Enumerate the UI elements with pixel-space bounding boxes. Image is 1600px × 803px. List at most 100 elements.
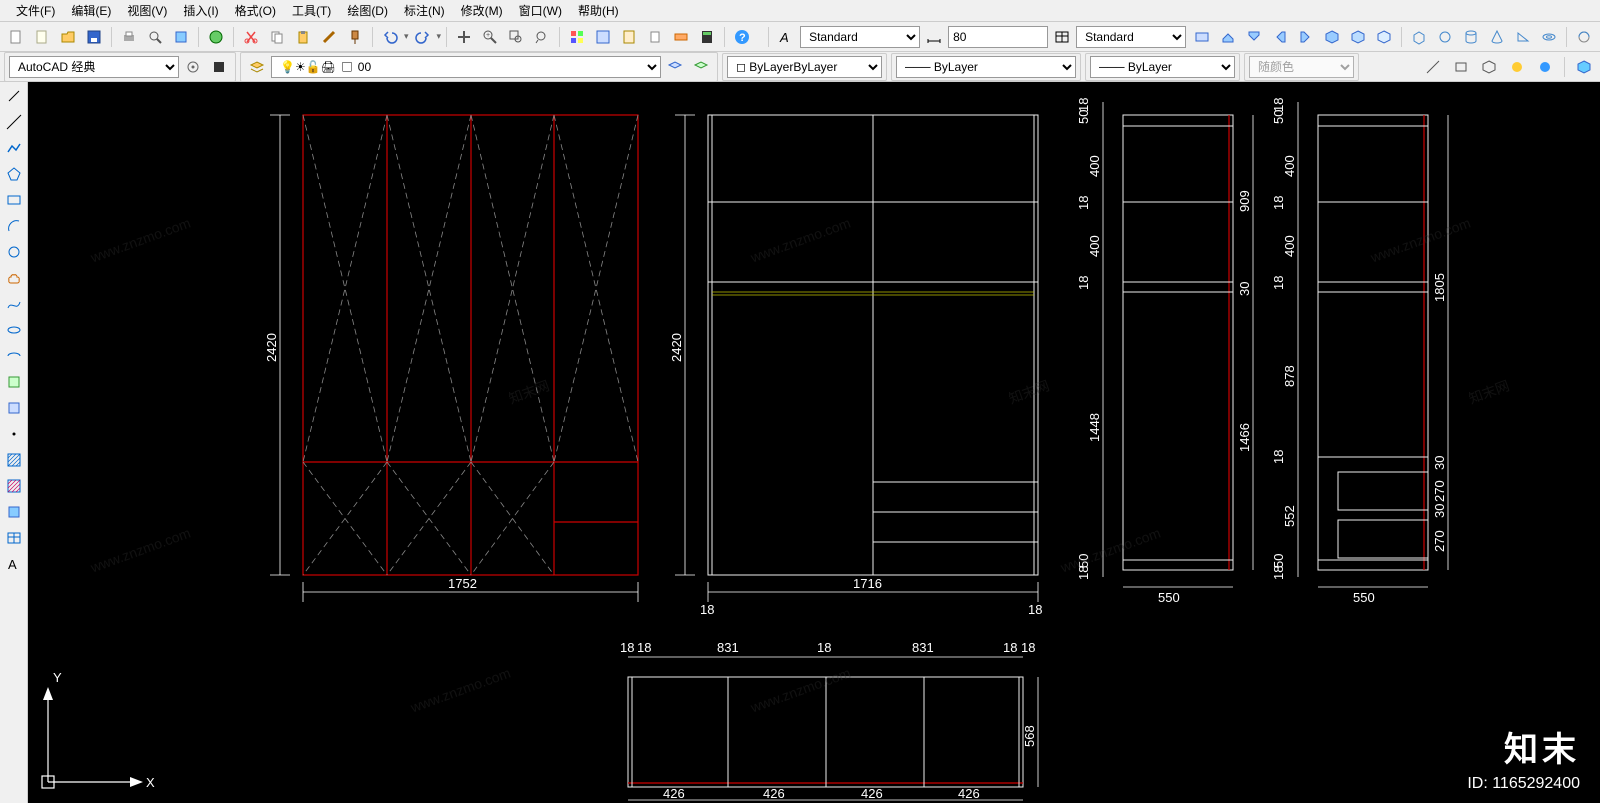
line-tool-icon[interactable] [2,84,26,108]
menu-draw[interactable]: 绘图(D) [339,0,396,21]
workspace-select[interactable]: AutoCAD 经典 [9,56,179,78]
layer-states-icon[interactable] [689,55,713,79]
view-iso-se-icon[interactable] [1346,25,1370,49]
table-style-icon[interactable] [1050,25,1074,49]
view-left-icon[interactable] [1268,25,1292,49]
mass-icon[interactable] [1477,55,1501,79]
redo-dropdown[interactable]: ▾ [437,31,442,42]
insert-block-tool-icon[interactable] [2,370,26,394]
menu-window[interactable]: 窗口(W) [511,0,570,21]
arc-tool-icon[interactable] [2,214,26,238]
table-tool-icon[interactable] [2,526,26,550]
hatch-tool-icon[interactable] [2,448,26,472]
menu-format[interactable]: 格式(O) [227,0,284,21]
new-icon[interactable] [4,25,28,49]
undo-dropdown[interactable]: ▾ [404,31,409,42]
copy-icon[interactable] [265,25,289,49]
layer-previous-icon[interactable] [663,55,687,79]
list-icon[interactable] [1505,55,1529,79]
mtext-tool-icon[interactable]: A [2,552,26,576]
table-style-select[interactable]: Standard [1076,26,1186,48]
open-icon[interactable] [56,25,80,49]
nav-cube-icon[interactable] [1572,55,1596,79]
cone-icon[interactable] [1485,25,1509,49]
properties-icon[interactable] [565,25,589,49]
undo-icon[interactable] [378,25,402,49]
publish-icon[interactable] [169,25,193,49]
spline-tool-icon[interactable] [2,292,26,316]
rectangle-tool-icon[interactable] [2,188,26,212]
3d-rotate-icon[interactable] [1572,25,1596,49]
preview-icon[interactable] [143,25,167,49]
menu-edit[interactable]: 编辑(E) [63,0,119,21]
markup-icon[interactable] [669,25,693,49]
revcloud-tool-icon[interactable] [2,266,26,290]
quickcalc-icon[interactable] [695,25,719,49]
point-tool-icon[interactable] [2,422,26,446]
menu-view[interactable]: 视图(V) [119,0,175,21]
dim-style-input[interactable] [948,26,1048,48]
menu-modify[interactable]: 修改(M) [453,0,511,21]
svg-text:18: 18 [1021,640,1035,655]
plotstyle-select[interactable]: 随颜色 [1249,56,1354,78]
svg-text:426: 426 [861,786,883,801]
gradient-tool-icon[interactable] [2,474,26,498]
globe-icon[interactable] [204,25,228,49]
sphere-icon[interactable] [1433,25,1457,49]
zoom-realtime-icon[interactable]: + [478,25,502,49]
menu-file[interactable]: 文件(F) [8,0,63,21]
text-style-icon[interactable]: A [774,25,798,49]
layer-select[interactable]: 💡☀🔓🖨 ◻ 00 [271,56,661,78]
design-center-icon[interactable] [591,25,615,49]
paste-icon[interactable] [291,25,315,49]
ellipse-arc-tool-icon[interactable] [2,344,26,368]
help-icon[interactable]: ? [730,25,754,49]
zoom-window-icon[interactable] [504,25,528,49]
polygon-tool-icon[interactable] [2,162,26,186]
cut-icon[interactable] [239,25,263,49]
workspace-settings-icon[interactable] [181,55,205,79]
paint-icon[interactable] [343,25,367,49]
new-sheet-icon[interactable] [30,25,54,49]
linetype-select[interactable]: ─── ByLayer [896,56,1076,78]
zoom-previous-icon[interactable] [530,25,554,49]
match-properties-icon[interactable] [317,25,341,49]
menu-help[interactable]: 帮助(H) [570,0,627,21]
menu-tools[interactable]: 工具(T) [284,0,339,21]
make-block-tool-icon[interactable] [2,396,26,420]
box-icon[interactable] [1407,25,1431,49]
tool-palettes-icon[interactable] [617,25,641,49]
pan-icon[interactable] [452,25,476,49]
redo-icon[interactable] [411,25,435,49]
lineweight-select[interactable]: ─── ByLayer [1090,56,1235,78]
wedge-icon[interactable] [1511,25,1535,49]
area-icon[interactable] [1449,55,1473,79]
distance-icon[interactable] [1421,55,1445,79]
menu-dimension[interactable]: 标注(N) [396,0,453,21]
view-right-icon[interactable] [1294,25,1318,49]
xline-tool-icon[interactable] [2,110,26,134]
color-select[interactable]: ◻ ByLayerByLayer [727,56,882,78]
circle-tool-icon[interactable] [2,240,26,264]
svg-text:18: 18 [1076,566,1091,580]
render-icon[interactable] [1533,55,1557,79]
ellipse-tool-icon[interactable] [2,318,26,342]
workspace-toggle-icon[interactable] [207,55,231,79]
sheet-set-icon[interactable] [643,25,667,49]
view-top-icon[interactable] [1216,25,1240,49]
view-front-icon[interactable] [1242,25,1266,49]
text-style-select[interactable]: Standard [800,26,920,48]
visual-style-2d-icon[interactable] [1190,25,1214,49]
layer-manager-icon[interactable] [245,55,269,79]
view-iso-ne-icon[interactable] [1372,25,1396,49]
save-icon[interactable] [82,25,106,49]
menu-insert[interactable]: 插入(I) [175,0,226,21]
view-iso-sw-icon[interactable] [1320,25,1344,49]
dim-style-icon[interactable] [922,25,946,49]
drawing-canvas[interactable]: www.znzmo.com www.znzmo.com 知末网 www.znzm… [28,82,1600,803]
region-tool-icon[interactable] [2,500,26,524]
torus-icon[interactable] [1537,25,1561,49]
polyline-tool-icon[interactable] [2,136,26,160]
print-icon[interactable] [117,25,141,49]
cylinder-icon[interactable] [1459,25,1483,49]
